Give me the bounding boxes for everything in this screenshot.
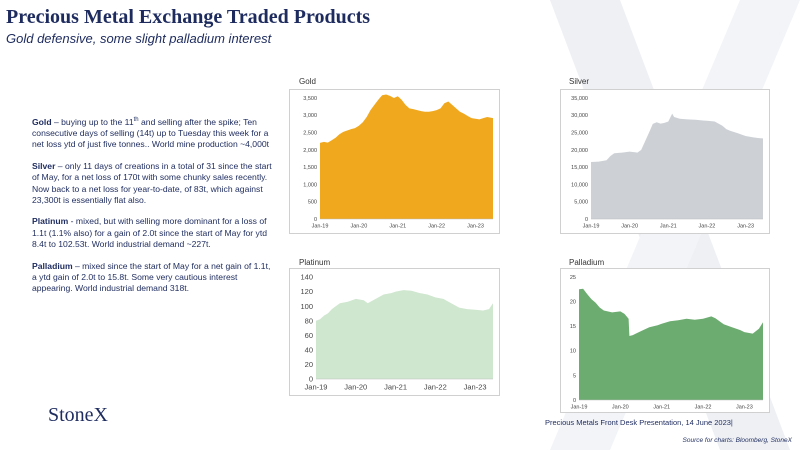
x-tick-label: Jan-20 [612,405,629,411]
y-tick-label: 0 [309,375,313,384]
gold-chart: 0 500 1,000 1,500 2,000 2,500 3,000 3,500 Jan-19… [289,89,500,234]
stonex-logo: StoneX [48,404,108,426]
x-tick-label: Jan-22 [699,224,716,230]
gold-area-series [320,94,493,219]
x-tick-label: Jan-20 [621,224,638,230]
y-tick-label: 0 [585,217,588,223]
x-tick-label: Jan-23 [736,405,753,411]
metal-name: Palladium [32,260,73,271]
y-tick-label: 80 [305,316,313,325]
x-tick-label: Jan-21 [653,405,670,411]
y-tick-label: 5,000 [574,200,588,206]
y-tick-label: 2,000 [303,148,317,154]
x-tick-label: Jan-22 [424,383,447,392]
y-tick-label: 15 [570,324,576,330]
silver-chart: 0 5,000 10,000 15,000 20,000 25,000 30,000 35,0… [560,89,770,234]
y-tick-label: 3,500 [303,96,317,102]
y-tick-label: 10,000 [571,182,588,188]
silver-chart-svg: 0 5,000 10,000 15,000 20,000 25,000 30,000 35,0… [571,96,763,230]
y-tick-label: 20 [570,300,576,306]
x-tick-label: Jan-23 [464,383,487,392]
x-tick-label: Jan-22 [695,405,712,411]
x-tick-label: Jan-19 [571,405,588,411]
y-tick-label: 0 [573,398,576,404]
y-tick-label: 40 [305,345,313,354]
commentary-text: – only 11 days of creations in a total o… [32,161,272,205]
y-tick-label: 60 [305,331,313,340]
y-tick-label: 500 [308,200,317,206]
commentary: Gold – buying up to the 11th and selling… [32,117,272,305]
y-tick-label: 0 [314,217,317,223]
y-tick-label: 140 [300,273,313,282]
y-tick-label: 25,000 [571,130,588,136]
y-tick-label: 120 [300,287,313,296]
presentation-footer: Precious Metals Front Desk Presentation,… [545,418,733,427]
platinum-chart-title: Platinum [299,258,331,267]
y-tick-label: 30,000 [571,113,588,119]
superscript: th [133,117,139,124]
y-tick-label: 20,000 [571,148,588,154]
platinum-chart: 0 20 40 60 80 100 120 140 Jan-19 Jan-20 Jan-21 Jan-… [289,268,500,396]
platinum-area-series [316,290,493,379]
palladium-chart: 0 5 10 15 20 25 Jan-19 Jan-20 Jan-21 Jan-22 Jan-23 [560,268,770,413]
y-tick-label: 100 [300,302,313,311]
x-tick-label: Jan-22 [428,224,445,230]
y-tick-label: 10 [570,349,576,355]
y-tick-label: 2,500 [303,130,317,136]
commentary-palladium: Palladium – mixed since the start of May… [32,261,272,295]
x-tick-label: Jan-19 [312,224,329,230]
x-tick-label: Jan-23 [737,224,754,230]
page-subtitle: Gold defensive, some slight palladium in… [6,31,272,46]
palladium-chart-svg: 0 5 10 15 20 25 Jan-19 Jan-20 Jan-21 Jan-22 Jan-23 [570,275,763,411]
x-tick-label: Jan-19 [305,383,328,392]
y-tick-label: 5 [573,373,576,379]
y-tick-label: 20 [305,360,313,369]
metal-name: Gold [32,117,52,127]
x-tick-label: Jan-21 [389,224,406,230]
commentary-text: – mixed since the start of May for a net… [32,260,271,293]
y-tick-label: 35,000 [571,96,588,102]
gold-chart-svg: 0 500 1,000 1,500 2,000 2,500 3,000 3,500 Jan-19… [303,94,493,230]
y-tick-label: 15,000 [571,165,588,171]
commentary-text: and selling after the spike; Ten consecu… [32,117,270,150]
silver-chart-title: Silver [569,77,590,86]
y-tick-label: 1,000 [303,182,317,188]
x-tick-label: Jan-20 [350,224,367,230]
x-tick-label: Jan-23 [467,224,484,230]
source-note: Source for charts: Bloomberg, StoneX [682,437,792,444]
y-tick-label: 3,000 [303,113,317,119]
commentary-text: - mixed, but with selling more dominant … [32,216,268,249]
platinum-chart-svg: 0 20 40 60 80 100 120 140 Jan-19 Jan-20 Jan-21 Jan-… [300,273,493,392]
y-tick-label: 25 [570,275,576,281]
y-tick-label: 1,500 [303,165,317,171]
x-tick-label: Jan-20 [344,383,367,392]
commentary-silver: Silver – only 11 days of creations in a … [32,161,272,206]
commentary-gold: Gold – buying up to the 11th and selling… [32,117,272,151]
x-tick-label: Jan-21 [660,224,677,230]
metal-name: Platinum [32,216,69,227]
palladium-area-series [579,288,763,400]
metal-name: Silver [32,161,56,172]
silver-area-series [591,113,763,219]
commentary-platinum: Platinum - mixed, but with selling more … [32,216,272,250]
commentary-text: – buying up to the 11 [51,117,134,127]
x-tick-label: Jan-21 [384,383,407,392]
x-tick-label: Jan-19 [583,224,600,230]
palladium-chart-title: Palladium [569,258,605,267]
page-title: Precious Metal Exchange Traded Products [6,6,371,28]
gold-chart-title: Gold [299,77,316,86]
